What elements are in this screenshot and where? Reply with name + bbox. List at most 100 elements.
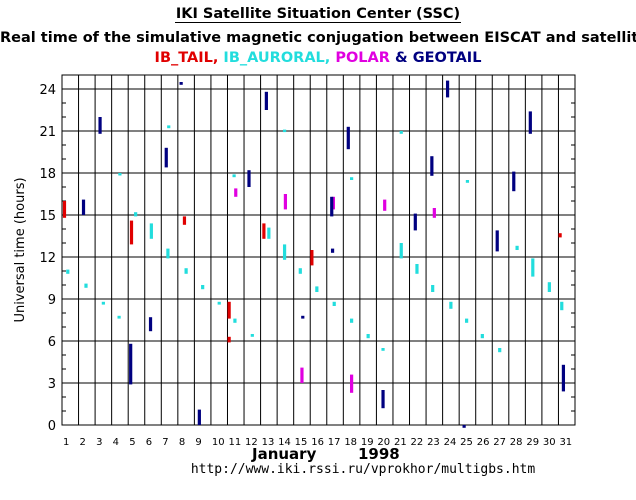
source-url: http://www.iki.rssi.ru/vprokhor/multigbs… — [190, 462, 536, 477]
y-tick-label: 6 — [48, 335, 56, 350]
data-mark-geotail — [301, 315, 305, 319]
x-tick-label: 14 — [278, 437, 291, 448]
legend-item-geotail: GEOTAIL — [412, 50, 482, 66]
data-mark-ib-auroral — [201, 285, 205, 290]
legend-item-ib-auroral: IB_AURORAL, — [218, 50, 331, 66]
data-mark-ib-auroral — [498, 348, 502, 353]
legend: IB_TAIL, IB_AURORAL, POLAR & GEOTAIL — [0, 50, 636, 66]
legend-item-ib-tail: IB_TAIL, — [154, 50, 219, 66]
data-mark-geotail — [430, 156, 434, 176]
data-mark-geotail — [330, 196, 334, 217]
data-mark-geotail — [197, 409, 201, 425]
x-tick-label: 31 — [559, 437, 572, 448]
data-mark-ib-auroral — [166, 248, 170, 259]
y-tick-label: 9 — [48, 293, 56, 308]
data-mark-ib-auroral — [282, 129, 287, 133]
data-mark-geotail — [330, 248, 335, 253]
x-tick-label: 26 — [477, 437, 490, 448]
x-tick-label: 16 — [311, 437, 324, 448]
data-mark-ib-tail — [182, 216, 187, 225]
x-tick-label: 7 — [162, 437, 168, 448]
data-mark-ib-auroral — [560, 301, 564, 311]
data-mark-ib-auroral — [267, 227, 271, 239]
data-mark-ib-tail — [558, 233, 562, 238]
x-tick-label: 8 — [179, 437, 185, 448]
x-tick-label: 1 — [63, 437, 69, 448]
data-mark-polar — [283, 194, 288, 210]
x-tick-label: 24 — [444, 437, 457, 448]
page-title: IKI Satellite Situation Center (SSC) — [174, 6, 462, 23]
x-tick-label: 30 — [543, 437, 556, 448]
data-mark-ib-auroral — [315, 286, 319, 292]
data-mark-ib-auroral — [515, 245, 519, 250]
data-mark-ib-auroral — [465, 180, 470, 183]
y-axis-label: Universal time (hours) — [13, 177, 28, 322]
data-mark-polar — [331, 196, 335, 210]
data-mark-ib-auroral — [399, 131, 403, 134]
data-mark-geotail — [462, 425, 466, 428]
data-mark-ib-auroral — [431, 285, 435, 292]
data-mark-geotail — [445, 80, 450, 98]
data-mark-ib-auroral — [184, 268, 188, 274]
page-subtitle: Real time of the simulative magnetic con… — [0, 30, 636, 46]
x-tick-label: 11 — [228, 437, 241, 448]
data-mark-geotail — [512, 171, 516, 192]
data-mark-ib-auroral — [381, 348, 385, 351]
data-mark-ib-auroral — [217, 301, 221, 305]
y-tick-label: 21 — [39, 125, 56, 140]
y-tick-label: 3 — [48, 377, 56, 392]
data-mark-ib-auroral — [232, 174, 236, 178]
data-mark-polar — [383, 199, 387, 211]
x-tick-label: 19 — [361, 437, 374, 448]
data-mark-ib-auroral — [332, 301, 336, 306]
data-mark-ib-auroral — [149, 223, 153, 239]
data-mark-ib-auroral — [233, 318, 237, 323]
data-mark-ib-tail — [129, 220, 134, 245]
data-mark-ib-tail — [310, 250, 314, 266]
y-tick-label: 24 — [39, 83, 56, 98]
data-mark-geotail — [413, 213, 417, 231]
data-mark-ib-auroral — [66, 269, 70, 274]
x-tick-label: 4 — [113, 437, 119, 448]
data-mark-ib-tail — [262, 223, 266, 239]
data-mark-ib-auroral — [118, 173, 122, 176]
data-mark-geotail — [528, 111, 532, 134]
data-mark-geotail — [561, 364, 566, 392]
x-tick-label: 28 — [510, 437, 523, 448]
data-mark-ib-auroral — [399, 243, 403, 259]
data-mark-ib-auroral — [250, 334, 254, 337]
data-mark-ib-auroral — [449, 301, 453, 309]
data-mark-ib-tail — [62, 201, 67, 218]
data-mark-ib-auroral — [465, 318, 469, 323]
data-mark-geotail — [346, 126, 350, 150]
data-mark-ib-auroral — [117, 315, 121, 319]
x-tick-label: 22 — [411, 437, 424, 448]
data-mark-ib-auroral — [366, 334, 370, 339]
x-axis-month: January — [252, 445, 317, 463]
data-mark-geotail — [495, 230, 499, 252]
data-mark-geotail — [164, 147, 168, 168]
x-tick-label: 21 — [394, 437, 407, 448]
data-mark-polar — [234, 188, 238, 197]
data-mark-ib-auroral — [349, 177, 354, 180]
x-tick-label: 25 — [460, 437, 473, 448]
legend-item-polar: POLAR — [330, 50, 390, 66]
data-mark-ib-auroral — [298, 268, 302, 274]
data-mark-geotail — [264, 91, 268, 110]
data-mark-geotail — [129, 343, 133, 385]
x-tick-label: 2 — [80, 437, 86, 448]
data-mark-ib-auroral — [480, 334, 484, 339]
y-tick-label: 18 — [39, 167, 56, 182]
x-tick-label: 6 — [146, 437, 152, 448]
x-tick-label: 20 — [377, 437, 390, 448]
data-mark-geotail — [179, 82, 183, 85]
data-mark-geotail — [148, 317, 153, 332]
data-mark-ib-auroral — [415, 264, 419, 274]
x-tick-label: 13 — [262, 437, 275, 448]
data-mark-ib-auroral — [84, 283, 88, 288]
data-mark-polar — [432, 208, 436, 218]
data-mark-polar — [349, 374, 354, 393]
data-mark-ib-auroral — [547, 282, 551, 292]
y-tick-label: 12 — [39, 251, 56, 266]
